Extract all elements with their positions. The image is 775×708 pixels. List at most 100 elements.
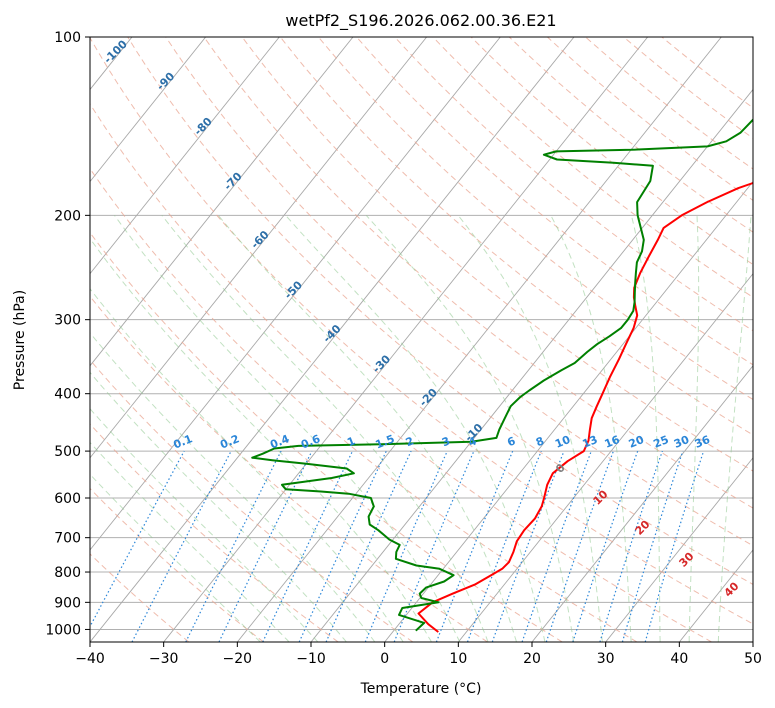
isotherm-line bbox=[0, 37, 58, 642]
y-tick-label: 400 bbox=[54, 387, 81, 403]
line-labels: 0.1 0.2 0.4 0.6 1 1.5 2 3 4 6 8 10 13 16 20 25 30 36-100-… bbox=[101, 37, 742, 599]
dry-adiabat bbox=[356, 37, 753, 366]
x-tick-label: −10 bbox=[296, 651, 326, 667]
isotherm-line bbox=[163, 37, 649, 642]
x-tick-label: 0 bbox=[380, 651, 389, 667]
dry-adiabat bbox=[90, 37, 753, 625]
dry-adiabat bbox=[318, 37, 753, 401]
mixing-ratio-line bbox=[90, 450, 185, 628]
y-tick-label: 700 bbox=[54, 531, 81, 547]
profiles bbox=[251, 118, 753, 633]
mixing-ratio-line bbox=[644, 450, 705, 642]
moist-adiabat bbox=[90, 287, 404, 642]
isotherm-label: -60 bbox=[248, 228, 271, 251]
dry-adiabat bbox=[470, 37, 753, 266]
mixing-ratio-label: 36 bbox=[693, 433, 712, 451]
y-tick-label: 100 bbox=[54, 30, 81, 46]
moist-adiabat bbox=[457, 214, 603, 642]
dry-adiabat bbox=[279, 37, 753, 436]
mixing-ratio-label: 3 bbox=[440, 434, 452, 449]
moist-adiabat bbox=[90, 473, 261, 642]
isotherm-line bbox=[90, 37, 207, 183]
background-lines bbox=[0, 37, 753, 642]
x-tick-label: −40 bbox=[75, 651, 105, 667]
moist-adiabat bbox=[90, 237, 432, 642]
mixing-ratio-label: 20 bbox=[627, 433, 646, 451]
isotherm-line bbox=[310, 88, 753, 642]
isotherm-label: -30 bbox=[370, 352, 393, 375]
mixing-ratio-label: 1 bbox=[345, 434, 357, 449]
isotherm-line bbox=[90, 37, 428, 459]
isotherm-line bbox=[605, 457, 753, 642]
y-tick-label: 800 bbox=[54, 565, 81, 581]
mixing-ratio-line bbox=[393, 450, 475, 642]
temperature-profile bbox=[417, 181, 753, 633]
dry-adiabat bbox=[90, 553, 190, 642]
y-tick-label: 200 bbox=[54, 208, 81, 224]
dry-adiabat bbox=[165, 37, 753, 547]
x-tick-label: −20 bbox=[223, 651, 253, 667]
isotherm-line bbox=[531, 365, 753, 642]
plot-frame bbox=[89, 36, 754, 643]
chart-title: wetPf2_S196.2026.062.00.36.E21 bbox=[285, 11, 556, 31]
dry-adiabat bbox=[508, 37, 753, 233]
mixing-ratio-line bbox=[364, 450, 448, 642]
mixing-ratio-line bbox=[325, 450, 412, 642]
isotherm-label: -20 bbox=[417, 386, 440, 409]
dry-adiabat bbox=[90, 487, 264, 642]
mixing-ratio-line bbox=[621, 450, 684, 642]
mixing-ratio-label: 1.5 bbox=[373, 432, 396, 451]
dry-adiabat bbox=[90, 231, 563, 642]
dry-adiabat bbox=[90, 295, 488, 642]
y-tick-label: 500 bbox=[54, 444, 81, 460]
isotherm-line bbox=[90, 37, 575, 642]
x-axis-ticks: −40 −30 −20 −10 0 10 20 30 40 50 bbox=[75, 642, 762, 667]
x-tick-label: −30 bbox=[149, 651, 179, 667]
mixing-ratio-line bbox=[298, 450, 387, 642]
moist-adiabat bbox=[285, 214, 546, 642]
moist-adiabat bbox=[113, 215, 461, 642]
y-axis-ticks: 1000 900 800 700 600 500 400 300 200 100 bbox=[45, 30, 90, 638]
moist-adiabat bbox=[90, 407, 319, 642]
moist-adiabat bbox=[630, 215, 661, 642]
dry-adiabat bbox=[90, 102, 712, 642]
moist-adiabat bbox=[550, 215, 632, 642]
x-tick-label: 10 bbox=[449, 651, 467, 667]
dry-adiabat bbox=[241, 37, 753, 472]
mixing-ratio-label: 30 bbox=[672, 433, 691, 451]
moist-adiabat bbox=[717, 215, 752, 642]
mixing-ratio-label: 0.2 bbox=[218, 432, 241, 451]
moist-adiabat bbox=[90, 332, 376, 642]
moist-adiabat bbox=[688, 215, 700, 642]
mixing-ratio-label: 2 bbox=[404, 434, 416, 449]
moist-adiabat bbox=[90, 441, 290, 642]
isotherm-label: -50 bbox=[282, 278, 305, 301]
dry-adiabat bbox=[394, 37, 753, 332]
red-line-label: 30 bbox=[677, 549, 697, 569]
dry-adiabat bbox=[90, 423, 339, 642]
red-line-label: 40 bbox=[722, 579, 742, 599]
moist-adiabat bbox=[90, 371, 347, 642]
isotherm-line bbox=[752, 641, 753, 642]
mixing-ratio-label: 6 bbox=[505, 434, 517, 449]
y-tick-label: 900 bbox=[54, 595, 81, 611]
mixing-ratio-line bbox=[262, 450, 354, 642]
isotherm-label: -100 bbox=[101, 37, 130, 66]
x-tick-label: 40 bbox=[670, 651, 688, 667]
isotherm-line bbox=[457, 272, 753, 642]
mixing-ratio-line bbox=[545, 450, 614, 642]
isotherm-label: -90 bbox=[154, 70, 177, 93]
mixing-ratio-line bbox=[599, 450, 663, 642]
moist-adiabat bbox=[217, 214, 517, 642]
moist-adiabat bbox=[161, 214, 489, 642]
dewpoint-profile bbox=[251, 118, 753, 632]
mixing-ratio-label: 0.1 bbox=[171, 432, 194, 451]
y-tick-label: 300 bbox=[54, 313, 81, 329]
red-line-label: 20 bbox=[633, 517, 653, 537]
mixing-ratio-line bbox=[466, 450, 542, 642]
x-axis-label: Temperature (°C) bbox=[360, 681, 482, 697]
mixing-ratio-label: 10 bbox=[553, 433, 572, 451]
mixing-ratio-label: 25 bbox=[652, 433, 671, 451]
mixing-ratio-label: 16 bbox=[603, 433, 622, 451]
